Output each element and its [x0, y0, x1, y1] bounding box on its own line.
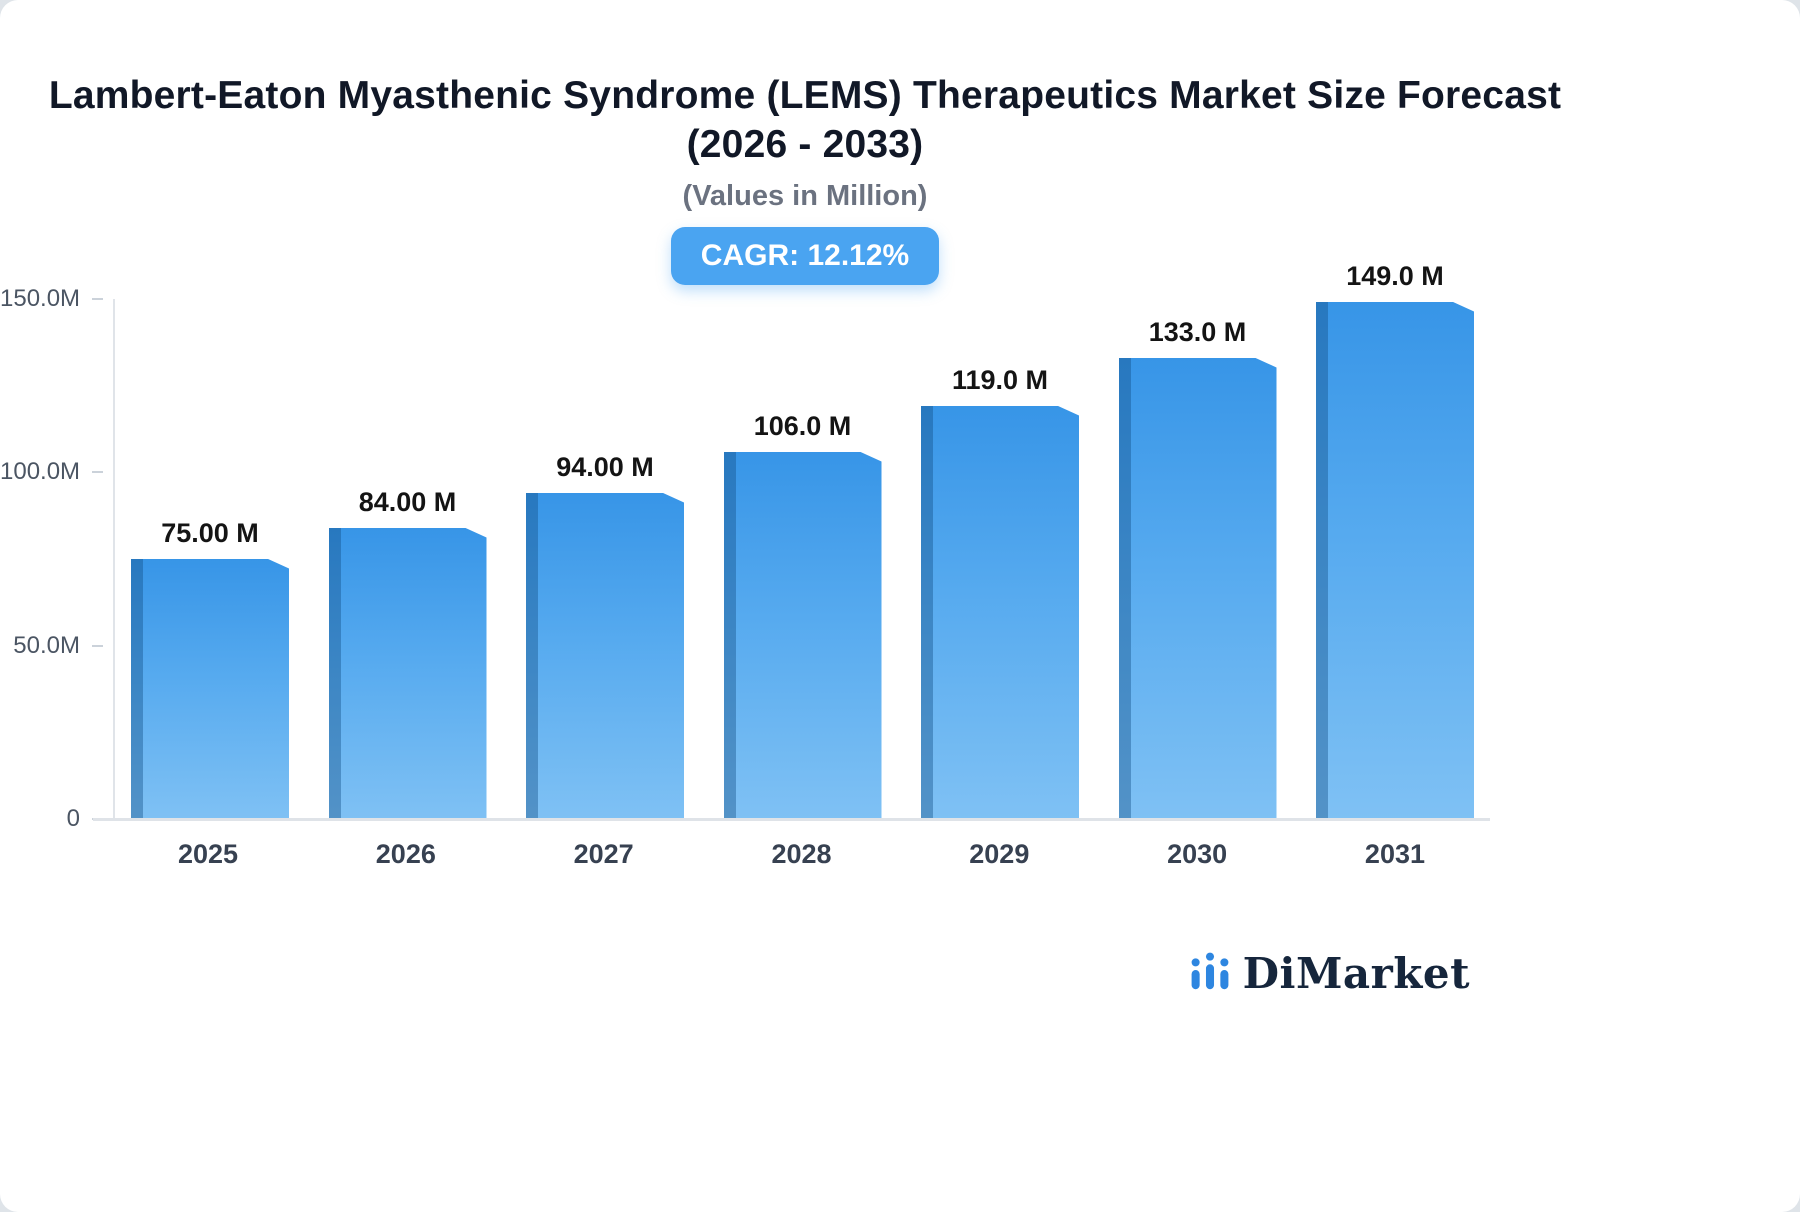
bar	[1316, 302, 1474, 819]
x-axis-line	[93, 817, 1490, 821]
bar-value-label: 94.00 M	[556, 451, 654, 482]
bar-column: 84.00 M	[329, 487, 487, 819]
page-title: Lambert-Eaton Myasthenic Syndrome (LEMS)…	[0, 72, 1610, 170]
bar	[131, 559, 289, 819]
x-axis-label: 2025	[177, 838, 239, 869]
y-axis-tick-label: 0	[66, 804, 80, 832]
chart-subtitle: (Values in Million)	[682, 179, 928, 212]
bar-value-label: 106.0 M	[753, 410, 852, 441]
bar-column: 119.0 M	[921, 365, 1079, 819]
cagr-badge: CAGR: 12.12%	[670, 226, 940, 285]
plot-area: 75.00 M 84.00 M 94.00 M 106.0 M 119.0 M 133.0…	[113, 261, 1490, 819]
bar-value-label: 149.0 M	[1346, 260, 1444, 291]
bar-value-label: 84.00 M	[358, 486, 457, 517]
x-axis-label: 2031	[1364, 838, 1425, 869]
bar	[921, 406, 1079, 819]
bar-value-label: 119.0 M	[951, 364, 1049, 395]
bar-chart: 150.0M 100.0M 50.0M 0 75.00 M 84.00 M 94.00 M…	[0, 261, 1800, 909]
bar-column: 75.00 M	[131, 518, 289, 819]
x-axis-labels: 2025 2026 2027 2028 2029 2030 2031	[113, 839, 1490, 870]
bar-column: 106.0 M	[724, 411, 882, 819]
dimarket-logo: DiMarket	[1187, 948, 1470, 999]
chart-header: Lambert-Eaton Myasthenic Syndrome (LEMS)…	[0, 72, 1610, 285]
title-line-2: (2026 - 2033)	[686, 122, 924, 166]
y-axis-tick-label: 100.0M	[0, 457, 81, 485]
y-axis-tick-mark	[92, 470, 103, 473]
bar-column: 94.00 M	[526, 452, 684, 819]
bar	[724, 452, 882, 819]
x-axis-label: 2027	[573, 838, 634, 869]
bar-value-label: 133.0 M	[1148, 316, 1247, 347]
bar	[1119, 358, 1277, 819]
bar-column: 133.0 M	[1119, 317, 1277, 819]
x-axis-label: 2030	[1167, 838, 1228, 869]
y-axis-tick-label: 50.0M	[13, 631, 80, 659]
y-axis-tick-label: 150.0M	[0, 284, 81, 312]
y-axis-tick-mark	[92, 644, 103, 647]
bar	[526, 493, 684, 819]
x-axis-label: 2026	[375, 838, 436, 869]
bar-chart-icon	[1187, 948, 1233, 999]
title-line-1: Lambert-Eaton Myasthenic Syndrome (LEMS)…	[48, 74, 1562, 117]
x-axis-label: 2029	[969, 838, 1030, 869]
x-axis-label: 2028	[771, 838, 832, 869]
bar-value-label: 75.00 M	[161, 517, 259, 548]
logo-text: DiMarket	[1242, 949, 1470, 998]
bar	[329, 528, 487, 819]
y-axis-tick-mark	[92, 297, 103, 300]
bar-column: 149.0 M	[1316, 261, 1474, 819]
